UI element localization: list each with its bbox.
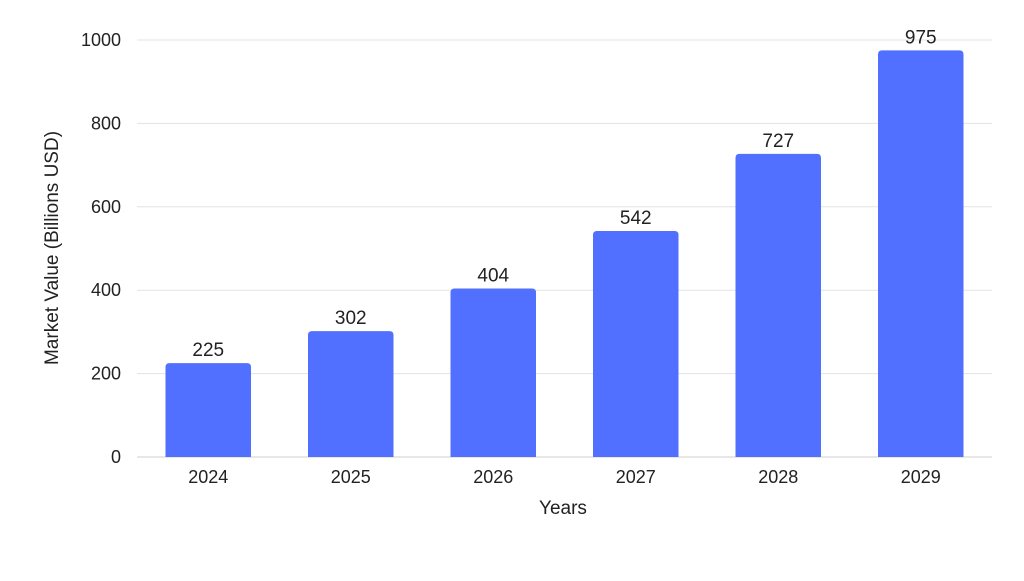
y-tick-label: 600 [91, 197, 121, 217]
bar-2027 [593, 230, 679, 457]
bar-2024 [165, 363, 251, 457]
y-axis-ticks: 0 200 400 600 800 1000 [81, 30, 121, 467]
x-tick-label-2026: 2026 [473, 467, 513, 487]
data-labels: 225 302 404 542 727 975 [192, 27, 936, 361]
y-tick-label: 0 [111, 447, 121, 467]
data-label-2028: 727 [762, 131, 794, 152]
y-tick-label: 400 [91, 280, 121, 300]
x-tick-label-2029: 2029 [901, 467, 941, 487]
x-tick-label-2028: 2028 [758, 467, 798, 487]
bar-2028 [735, 153, 821, 457]
data-label-2029: 975 [905, 27, 937, 48]
x-axis-title: Years [539, 498, 587, 519]
y-tick-label: 1000 [81, 30, 121, 50]
data-label-2024: 225 [192, 340, 224, 361]
bar-2025 [308, 331, 394, 457]
y-tick-label: 200 [91, 364, 121, 384]
bar-2029 [878, 50, 964, 458]
y-tick-label: 800 [91, 113, 121, 133]
data-label-2025: 302 [335, 308, 367, 329]
x-tick-label-2025: 2025 [331, 467, 371, 487]
data-label-2027: 542 [620, 208, 652, 229]
data-label-2026: 404 [477, 266, 509, 287]
x-axis-ticks: 2024 2025 2026 2027 2028 2029 [188, 467, 941, 487]
grid-lines [137, 39, 992, 458]
x-tick-label-2027: 2027 [616, 467, 656, 487]
x-tick-label-2024: 2024 [188, 467, 228, 487]
bar-2026 [450, 288, 536, 457]
y-axis-title: Market Value (Billions USD) [42, 131, 63, 365]
bars [165, 50, 964, 458]
